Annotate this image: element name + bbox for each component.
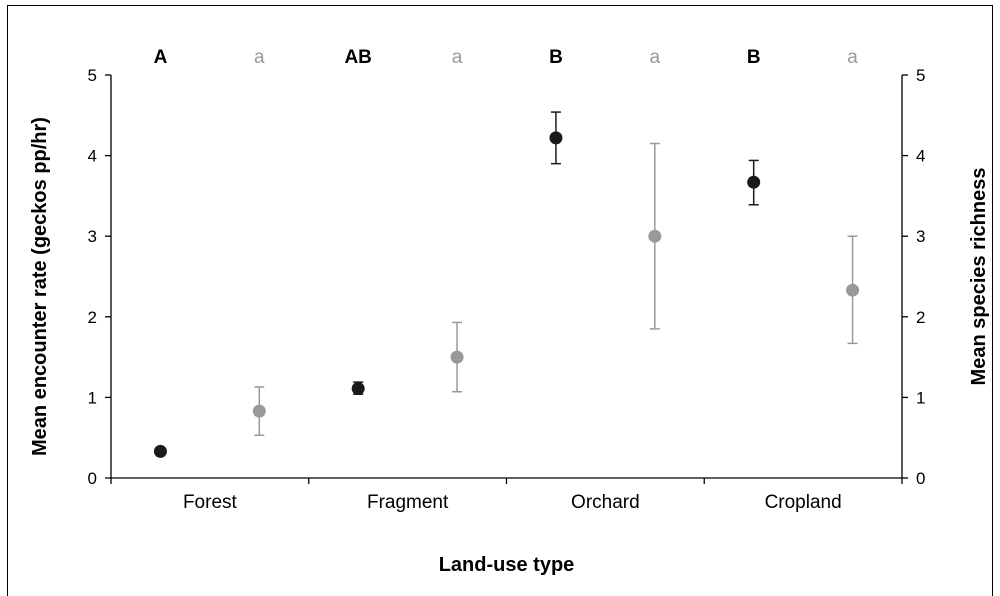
right-y-tick-label: 2 bbox=[916, 308, 925, 327]
data-point bbox=[549, 131, 563, 145]
series-layer bbox=[153, 111, 860, 458]
data-point bbox=[450, 350, 464, 364]
left-y-tick-label: 3 bbox=[88, 227, 97, 246]
right-y-tick-label: 3 bbox=[916, 227, 925, 246]
x-tick-label: Fragment bbox=[367, 492, 449, 513]
chart-frame bbox=[7, 5, 993, 596]
x-tick-label: Cropland bbox=[765, 492, 842, 513]
significance-letter-encounter: B bbox=[549, 47, 563, 68]
data-point bbox=[252, 404, 266, 418]
right-y-tick-label: 4 bbox=[916, 147, 925, 166]
x-tick-label: Orchard bbox=[571, 492, 640, 513]
right-y-tick-label: 5 bbox=[916, 66, 925, 85]
data-point bbox=[747, 175, 761, 189]
significance-letter-encounter: A bbox=[154, 47, 168, 68]
significance-letter-richness: a bbox=[254, 47, 265, 68]
data-point bbox=[351, 382, 365, 396]
data-point bbox=[648, 229, 662, 243]
series-2 bbox=[252, 142, 860, 437]
left-y-axis-title: Mean encounter rate (geckos pp/hr) bbox=[29, 117, 51, 456]
right-y-tick-label: 1 bbox=[916, 388, 925, 407]
significance-letters: A AB B Ba a a a bbox=[154, 47, 859, 68]
left-y-tick-label: 4 bbox=[88, 147, 97, 166]
data-point bbox=[846, 283, 860, 297]
left-y-ticks: 0 1 2 3 4 5 bbox=[88, 66, 111, 488]
right-y-axis-title: Mean species richness bbox=[968, 168, 990, 386]
left-y-tick-label: 5 bbox=[88, 66, 97, 85]
x-tick-label: Forest bbox=[183, 492, 238, 513]
left-y-tick-label: 1 bbox=[88, 388, 97, 407]
left-y-tick-label: 0 bbox=[88, 469, 97, 488]
right-y-tick-label: 0 bbox=[916, 469, 925, 488]
significance-letter-richness: a bbox=[847, 47, 858, 68]
significance-letter-encounter: B bbox=[747, 47, 761, 68]
left-y-tick-label: 2 bbox=[88, 308, 97, 327]
significance-letter-richness: a bbox=[452, 47, 463, 68]
right-y-ticks: 0 1 2 3 4 5 bbox=[902, 66, 925, 488]
series-1 bbox=[153, 111, 761, 458]
significance-letter-encounter: AB bbox=[344, 47, 371, 68]
x-axis-title: Land-use type bbox=[439, 554, 575, 576]
data-point bbox=[153, 444, 167, 458]
significance-letter-richness: a bbox=[650, 47, 661, 68]
x-ticks: Forest Fragment Orchard Cropland bbox=[110, 478, 903, 513]
axes-group bbox=[110, 75, 903, 479]
